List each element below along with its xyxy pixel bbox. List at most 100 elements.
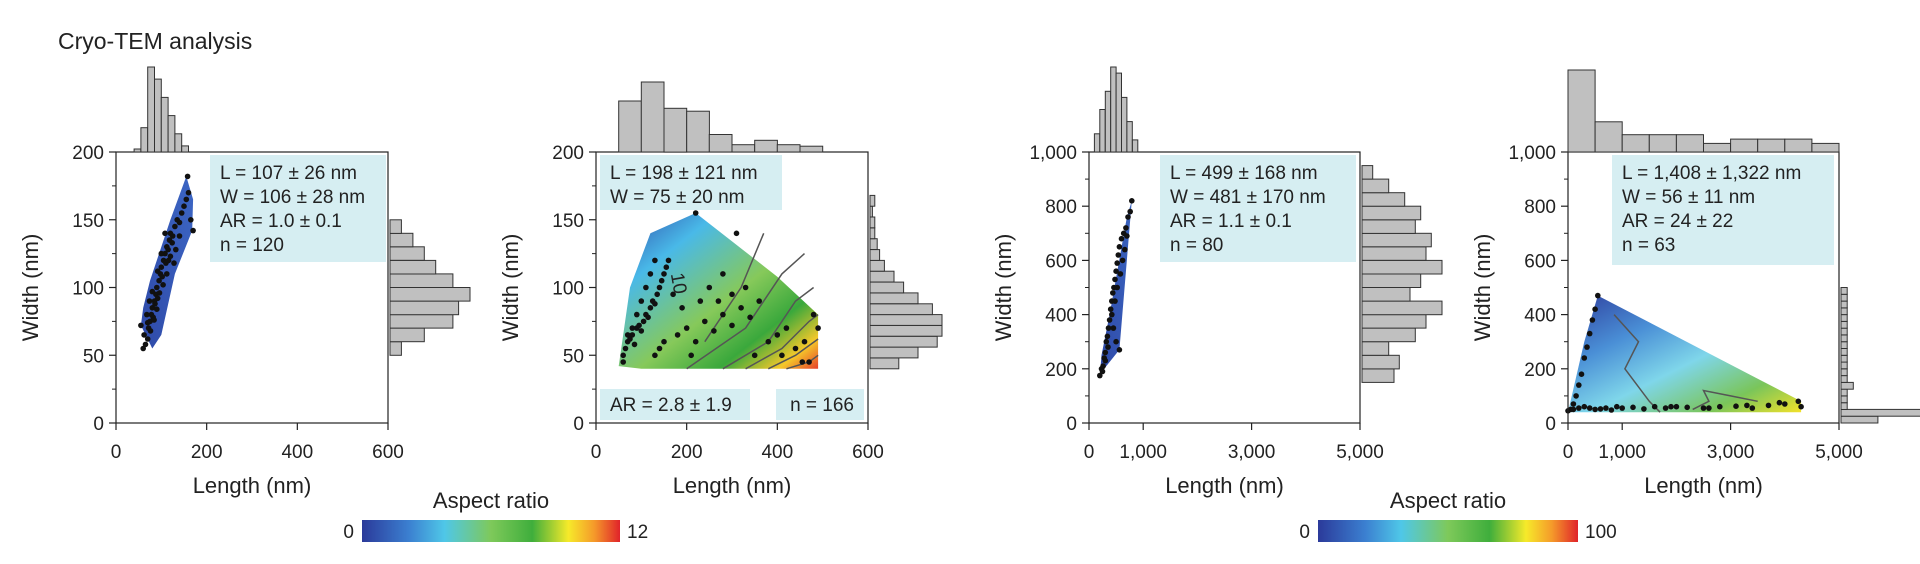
data-point bbox=[156, 290, 163, 296]
data-point bbox=[185, 189, 192, 196]
data-point bbox=[1798, 403, 1804, 410]
data-point bbox=[184, 173, 191, 180]
y-tick-label: 200 bbox=[552, 143, 584, 164]
data-point bbox=[661, 271, 667, 277]
data-point bbox=[645, 314, 651, 321]
data-point bbox=[154, 284, 160, 291]
data-point bbox=[1744, 402, 1750, 409]
contour-label: 10 bbox=[666, 271, 690, 295]
length-hist-bar bbox=[1104, 90, 1112, 153]
data-point bbox=[158, 264, 165, 271]
stats-line: n = 80 bbox=[1170, 235, 1223, 256]
data-point bbox=[1110, 325, 1117, 331]
data-point bbox=[636, 322, 642, 329]
y-tick-label: 0 bbox=[1545, 414, 1556, 435]
data-point bbox=[652, 257, 658, 264]
contour-line bbox=[686, 253, 806, 370]
width-hist-bar bbox=[1840, 300, 1848, 309]
stats-line: AR = 1.1 ± 0.1 bbox=[1170, 211, 1292, 232]
width-hist-bar bbox=[869, 194, 876, 207]
stats-line: n = 63 bbox=[1622, 235, 1675, 256]
width-hist-bar bbox=[1840, 415, 1879, 424]
length-hist-bar bbox=[154, 78, 162, 153]
contour-line bbox=[704, 233, 765, 343]
data-point bbox=[144, 336, 151, 342]
data-point bbox=[1102, 349, 1109, 356]
width-hist-bar bbox=[1361, 178, 1390, 194]
data-point bbox=[1107, 306, 1114, 313]
width-hist-bar bbox=[389, 259, 437, 275]
colorbar-gradient-2 bbox=[1318, 520, 1578, 542]
data-point bbox=[1103, 338, 1110, 345]
data-point bbox=[683, 325, 690, 331]
data-point bbox=[627, 336, 633, 342]
data-point bbox=[631, 341, 638, 348]
data-point bbox=[1630, 404, 1636, 411]
data-point bbox=[733, 230, 740, 237]
data-point bbox=[1106, 317, 1113, 323]
width-hist-bar bbox=[869, 281, 905, 294]
width-hist-bar bbox=[869, 249, 881, 261]
length-hist-bar bbox=[1757, 138, 1786, 153]
y-tick-label: 50 bbox=[83, 346, 104, 367]
n-box bbox=[776, 389, 864, 420]
data-point bbox=[1673, 403, 1680, 410]
length-hist-bar bbox=[160, 96, 169, 153]
stats-line: W = 75 ± 20 nm bbox=[610, 187, 745, 208]
length-hist-bar bbox=[1703, 142, 1732, 153]
width-hist-bar bbox=[389, 232, 414, 248]
data-point bbox=[183, 196, 190, 203]
y-axis-title: Width (nm) bbox=[991, 234, 1016, 342]
width-hist-bar bbox=[1361, 246, 1427, 261]
width-hist-bar bbox=[1840, 402, 1848, 411]
data-point bbox=[1576, 382, 1582, 388]
data-point bbox=[1123, 225, 1129, 231]
data-point bbox=[1684, 404, 1690, 411]
colorbar-max-label-1: 12 bbox=[627, 522, 648, 543]
y-tick-label: 400 bbox=[1045, 306, 1077, 327]
data-point bbox=[1124, 233, 1130, 239]
data-point bbox=[138, 322, 144, 329]
data-point bbox=[1586, 405, 1593, 411]
length-hist-bar bbox=[663, 107, 688, 153]
y-tick-label: 50 bbox=[563, 346, 584, 367]
data-point bbox=[1129, 198, 1135, 204]
data-point bbox=[711, 328, 717, 334]
width-hist-bar bbox=[389, 219, 402, 234]
data-point bbox=[679, 305, 685, 311]
data-point bbox=[652, 352, 658, 359]
stats-line: n = 120 bbox=[220, 235, 284, 256]
n-text: n = 166 bbox=[790, 395, 854, 416]
length-hist-bar bbox=[618, 100, 642, 153]
data-point bbox=[1706, 405, 1712, 411]
data-point bbox=[149, 288, 156, 295]
data-point bbox=[158, 250, 165, 257]
width-hist-bar bbox=[869, 205, 873, 218]
data-point bbox=[172, 223, 178, 230]
data-point bbox=[810, 311, 817, 318]
x-tick-label: 3,000 bbox=[1707, 442, 1755, 463]
width-hist-bar bbox=[869, 292, 919, 305]
x-tick-label: 5,000 bbox=[1815, 442, 1863, 463]
data-point bbox=[638, 298, 645, 304]
length-hist-bar bbox=[1730, 138, 1759, 153]
width-hist-bar bbox=[1361, 287, 1411, 302]
data-point bbox=[715, 298, 722, 304]
data-point bbox=[1116, 244, 1123, 250]
x-axis-title: Length (nm) bbox=[1165, 473, 1284, 498]
data-point bbox=[1113, 268, 1119, 275]
length-hist-bar bbox=[799, 145, 824, 153]
data-point bbox=[190, 227, 196, 234]
data-point bbox=[720, 311, 726, 318]
data-point bbox=[801, 338, 808, 345]
x-tick-label: 0 bbox=[591, 442, 602, 463]
x-tick-label: 400 bbox=[761, 442, 793, 463]
data-point bbox=[1114, 260, 1120, 266]
data-point bbox=[1668, 403, 1674, 410]
length-hist-bar bbox=[140, 127, 149, 153]
data-point bbox=[654, 291, 660, 298]
length-hist-bar bbox=[1594, 121, 1623, 153]
data-point bbox=[652, 301, 658, 307]
data-point bbox=[1125, 214, 1131, 220]
data-point bbox=[1795, 398, 1802, 405]
